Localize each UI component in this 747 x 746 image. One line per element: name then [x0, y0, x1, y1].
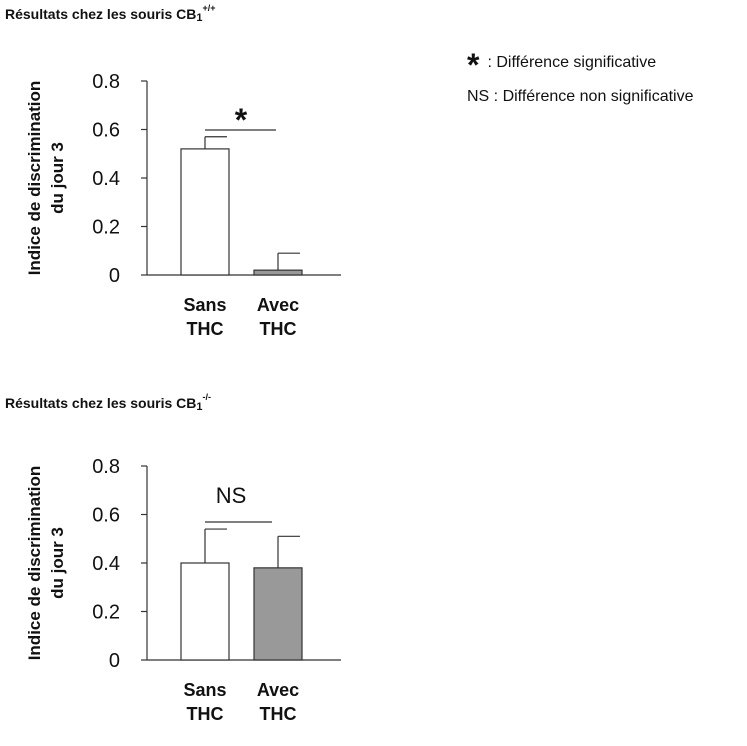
- chart-2-category-label: THC: [187, 704, 224, 724]
- asterisk-icon: *: [467, 47, 480, 83]
- chart-2-category-label: Sans: [183, 680, 226, 700]
- chart-1-y-axis-label-line-1: Indice de discrimination: [25, 81, 44, 276]
- chart-1-category-label: Avec: [257, 295, 299, 315]
- chart-2-bar-2: [253, 567, 303, 661]
- chart-1-category-label: Sans: [183, 295, 226, 315]
- chart-1-y-axis-label: Indice de discrimination du jour 3: [25, 81, 67, 276]
- chart-2-y-tick-label: 0.8: [92, 456, 120, 478]
- chart-1-title-subscript: 1: [196, 12, 203, 24]
- chart-1-y-tick-label: 0.4: [92, 168, 120, 190]
- chart-1: Indice de discrimination du jour 3 0 0.2 0.4…: [25, 71, 341, 339]
- chart-2: Indice de discrimination du jour 3 0 0.2 0.4…: [25, 456, 341, 724]
- chart-2-y-tick-label: 0: [109, 650, 120, 672]
- chart-2-title-superscript: -/-: [202, 392, 212, 402]
- chart-2-title-subscript: 1: [196, 401, 203, 413]
- chart-1-title: Résultats chez les souris CB1+/+: [5, 3, 216, 24]
- chart-2-category-label: THC: [260, 704, 297, 724]
- chart-2-y-tick-label: 0.6: [92, 505, 120, 527]
- chart-2-y-tick-label: 0.4: [92, 553, 120, 575]
- chart-2-significance-marker: NS: [216, 483, 247, 508]
- chart-2-y-tick-label: 0.2: [92, 602, 120, 624]
- chart-1-category-label: THC: [187, 319, 224, 339]
- chart-2-y-axis-label-line-1: Indice de discrimination: [25, 466, 44, 661]
- chart-1-y-tick-label: 0.8: [92, 71, 120, 93]
- chart-1-y-tick-label: 0.2: [92, 217, 120, 239]
- chart-1-bar-1: [180, 148, 230, 276]
- chart-1-y-tick-label: 0: [109, 265, 120, 287]
- chart-1-title-superscript: +/+: [202, 3, 216, 13]
- chart-2-category-label: Avec: [257, 680, 299, 700]
- legend-significant: * : Différence significative: [467, 49, 657, 81]
- legend-significant-text: : Différence significative: [487, 54, 657, 71]
- chart-1-y-tick-label: 0.6: [92, 120, 120, 142]
- chart-2-bar-1: [180, 562, 230, 661]
- legend-not-significant: NS : Différence non significative: [467, 88, 693, 106]
- chart-1-significance-marker: *: [235, 102, 248, 138]
- chart-1-title-text: Résultats chez les souris CB: [5, 6, 197, 22]
- chart-2-y-axis-label-line-2: du jour 3: [48, 527, 67, 599]
- chart-2-y-axis-label: Indice de discrimination du jour 3: [25, 466, 67, 661]
- chart-1-y-axis-label-line-2: du jour 3: [48, 142, 67, 214]
- chart-1-bar-2: [253, 269, 303, 276]
- legend-not-significant-text: NS : Différence non significative: [467, 88, 694, 105]
- chart-2-title: Résultats chez les souris CB1-/-: [5, 392, 212, 413]
- chart-1-category-label: THC: [260, 319, 297, 339]
- chart-2-title-text: Résultats chez les souris CB: [5, 395, 197, 411]
